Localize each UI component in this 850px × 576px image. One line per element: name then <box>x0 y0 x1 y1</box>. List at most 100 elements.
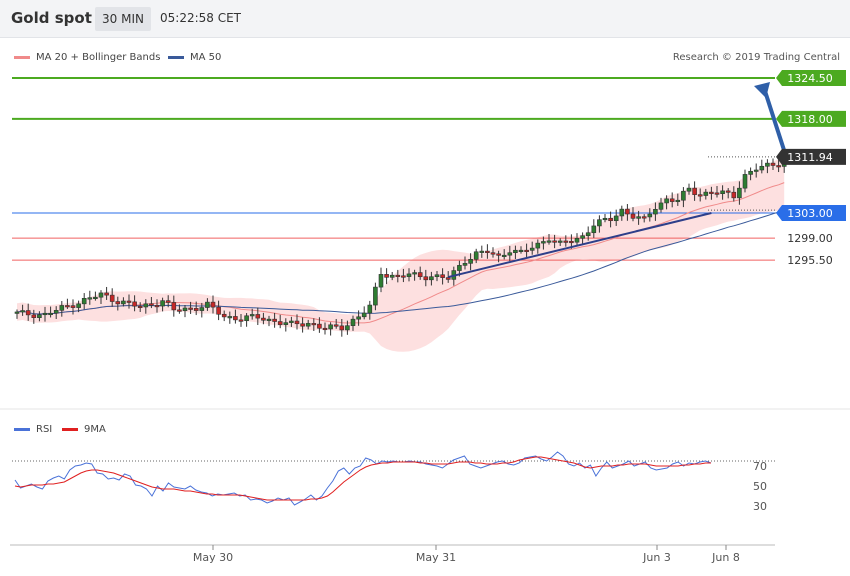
candle-body <box>692 187 697 195</box>
candle <box>294 314 300 330</box>
candle-body <box>389 274 395 278</box>
price-tag-label: 1311.94 <box>787 151 833 164</box>
candle <box>255 307 261 326</box>
candle <box>479 245 485 258</box>
candle <box>53 306 59 319</box>
candle-body <box>703 191 709 196</box>
rsi-line <box>14 451 712 506</box>
candle <box>529 241 535 255</box>
candle <box>507 245 513 262</box>
candle <box>37 311 42 322</box>
candle-body <box>367 304 373 314</box>
candle-body <box>417 272 423 278</box>
candle <box>395 269 401 283</box>
candle <box>31 309 37 324</box>
candle <box>48 306 53 318</box>
candle-body <box>613 215 619 222</box>
candle <box>300 317 305 333</box>
candle-body <box>569 240 574 244</box>
price-tag-1311.94: 1311.94 <box>776 148 846 165</box>
legend-9ma: 9MA <box>62 424 106 435</box>
candle-body <box>473 251 479 260</box>
candle <box>261 312 266 325</box>
candle-body <box>216 306 221 315</box>
legend-ma20: MA 20 + Bollinger Bands <box>14 52 160 63</box>
candle-body <box>765 162 770 167</box>
candle <box>121 297 126 307</box>
candle <box>697 188 703 202</box>
candle-body <box>294 320 300 325</box>
candle <box>115 296 121 311</box>
candle <box>367 300 373 320</box>
candle <box>737 181 742 205</box>
candle <box>602 214 608 223</box>
candle-body <box>434 274 440 278</box>
candle <box>720 185 725 200</box>
candle <box>641 214 647 223</box>
candle-body <box>378 274 384 288</box>
candle-body <box>395 274 401 277</box>
candle-body <box>608 217 613 222</box>
candle-body <box>115 301 121 305</box>
candle-body <box>171 302 177 311</box>
candle <box>149 297 154 309</box>
candle-body <box>137 305 143 308</box>
candle-body <box>720 190 725 195</box>
candle-body <box>440 274 445 278</box>
price-tag-bg <box>776 205 846 221</box>
candle <box>647 208 653 222</box>
candle <box>339 318 345 337</box>
candle-body <box>289 320 294 323</box>
candle-body <box>658 202 664 210</box>
candle-body <box>132 301 137 307</box>
candle-body <box>384 274 389 278</box>
candle <box>350 315 356 331</box>
candle-body <box>154 305 160 308</box>
candle <box>227 311 233 324</box>
candle-body <box>507 252 513 256</box>
candle <box>636 210 641 225</box>
candle-body <box>182 307 188 312</box>
candle-body <box>602 217 608 221</box>
candle-body <box>160 300 165 307</box>
candle-body <box>591 225 597 234</box>
candle <box>753 163 759 178</box>
candle-body <box>143 303 149 308</box>
candle-body <box>333 324 339 327</box>
candle <box>557 238 563 246</box>
candle <box>361 306 367 320</box>
x-tick-label: May 30 <box>193 551 233 564</box>
candle <box>345 320 350 335</box>
candle <box>535 239 541 254</box>
candle <box>272 312 277 328</box>
instrument-title: Gold spot <box>11 9 92 27</box>
price-label-1299.00: 1299.00 <box>787 232 833 245</box>
candle-body <box>664 198 669 204</box>
candle-body <box>557 240 563 243</box>
candle-body <box>227 316 233 319</box>
candle <box>703 188 709 200</box>
candle-body <box>283 322 289 325</box>
candle <box>20 304 25 316</box>
candle <box>485 244 490 259</box>
legend-9ma-label: 9MA <box>84 424 106 435</box>
candle <box>468 253 473 271</box>
candle-body <box>697 194 703 197</box>
candle-body <box>277 321 283 325</box>
candle <box>328 322 333 336</box>
candle-body <box>25 310 31 316</box>
candle-body <box>675 199 681 203</box>
candle-body <box>725 190 731 193</box>
candle-body <box>356 316 361 320</box>
candle <box>748 167 753 181</box>
candle <box>244 313 249 327</box>
candle-body <box>188 307 193 310</box>
candle <box>42 306 48 322</box>
timeframe-selector[interactable]: 30 MIN <box>95 7 151 31</box>
candle <box>317 317 322 333</box>
candle-body <box>636 216 641 219</box>
candle-body <box>266 318 272 321</box>
candle-body <box>205 301 210 308</box>
candle <box>580 232 585 246</box>
candle-body <box>513 249 518 254</box>
